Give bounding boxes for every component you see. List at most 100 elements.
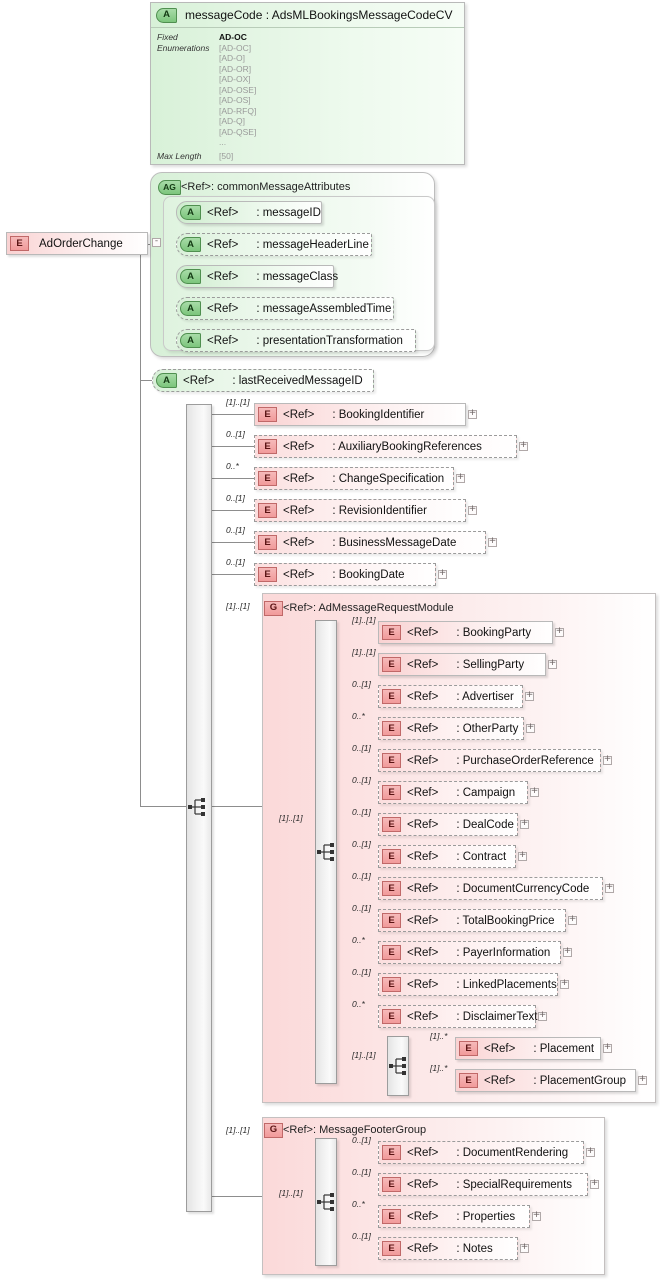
node-ref-label: <Ref> [407, 978, 439, 991]
element-Properties[interactable]: E <Ref>: Properties [378, 1205, 530, 1228]
footer-group-header[interactable]: G <Ref> : MessageFooterGroup [264, 1120, 426, 1140]
element-DocumentCurrencyCode[interactable]: E <Ref>: DocumentCurrencyCode [378, 877, 603, 900]
node-name-label: : BookingIdentifier [332, 408, 425, 421]
element-badge-icon: E [258, 407, 277, 422]
node-name-label: : messageAssembledTime [256, 302, 392, 315]
node-name-label: : ChangeSpecification [332, 472, 445, 485]
expand-toggle[interactable]: + [519, 440, 528, 451]
connector-line [212, 1196, 262, 1197]
expand-toggle[interactable]: + [603, 1042, 612, 1053]
expand-toggle[interactable]: + [488, 536, 497, 547]
node-ref-label: <Ref> [283, 408, 315, 421]
facet-row: [AD-OSE] [151, 85, 464, 96]
element-SellingParty[interactable]: E <Ref>: SellingParty [378, 653, 546, 676]
expand-toggle[interactable]: + [530, 786, 539, 797]
facet-key [151, 137, 219, 148]
group-badge-icon: G [264, 600, 283, 616]
node-name-label: : Properties [456, 1210, 516, 1223]
element-Contract[interactable]: E <Ref>: Contract [378, 845, 516, 868]
cardinality-label: 0..[1] [352, 743, 371, 753]
node-name-label: : Advertiser [456, 690, 514, 703]
element-BusinessMessageDate[interactable]: E <Ref>: BusinessMessageDate [254, 531, 486, 554]
expand-toggle[interactable]: + [548, 658, 557, 669]
node-name-label: : BookingParty [456, 626, 532, 639]
request-module-ref: <Ref> [283, 602, 313, 614]
expand-toggle[interactable]: + [590, 1178, 599, 1189]
element-badge-icon: E [382, 657, 401, 672]
cardinality-label: 0..[1] [352, 903, 371, 913]
expand-toggle[interactable]: + [518, 850, 527, 861]
attribute-badge-icon: A [180, 205, 201, 220]
element-PlacementGroup[interactable]: E <Ref>: PlacementGroup [455, 1069, 636, 1092]
expand-toggle[interactable]: + [586, 1146, 595, 1157]
node-ref-label: <Ref> [207, 270, 239, 283]
element-badge-icon: E [258, 503, 277, 518]
attribute-group-name: : commonMessageAttributes [210, 181, 351, 193]
element-DealCode[interactable]: E <Ref>: DealCode [378, 813, 518, 836]
expand-toggle[interactable]: + [525, 690, 534, 701]
expand-toggle[interactable]: + [568, 914, 577, 925]
element-Campaign[interactable]: E <Ref>: Campaign [378, 781, 528, 804]
expand-toggle[interactable]: + [456, 472, 465, 483]
node-ref-label: <Ref> [207, 302, 239, 315]
root-element-label: AdOrderChange [39, 237, 123, 250]
node-name-label: : DocumentCurrencyCode [456, 882, 590, 895]
element-RevisionIdentifier[interactable]: E <Ref>: RevisionIdentifier [254, 499, 466, 522]
expand-toggle[interactable]: + [438, 568, 447, 579]
element-BookingDate[interactable]: E <Ref>: BookingDate [254, 563, 436, 586]
attribute-messageID[interactable]: A <Ref>: messageID [176, 201, 322, 224]
root-collapse-toggle[interactable]: - [152, 237, 161, 247]
attribute-lastReceivedMessageID[interactable]: A <Ref>: lastReceivedMessageID [152, 369, 374, 392]
element-SpecialRequirements[interactable]: E <Ref>: SpecialRequirements [378, 1173, 588, 1196]
expand-toggle[interactable]: + [526, 722, 535, 733]
node-ref-label: <Ref> [484, 1042, 516, 1055]
node-ref-label: <Ref> [207, 206, 239, 219]
attribute-presentationTransformation[interactable]: A <Ref>: presentationTransformation [176, 329, 416, 352]
expand-toggle[interactable]: + [603, 754, 612, 765]
expand-toggle[interactable]: + [563, 946, 572, 957]
element-OtherParty[interactable]: E <Ref>: OtherParty [378, 717, 524, 740]
expand-toggle[interactable]: + [520, 1242, 529, 1253]
element-DocumentRendering[interactable]: E <Ref>: DocumentRendering [378, 1141, 584, 1164]
attribute-messageClass[interactable]: A <Ref>: messageClass [176, 265, 338, 288]
node-name-label: : Placement [533, 1042, 595, 1055]
cardinality-label: 0..[1] [352, 807, 371, 817]
element-ChangeSpecification[interactable]: E <Ref>: ChangeSpecification [254, 467, 454, 490]
node-ref-label: <Ref> [183, 374, 215, 387]
element-Placement[interactable]: E <Ref>: Placement [455, 1037, 601, 1060]
element-Notes[interactable]: E <Ref>: Notes [378, 1237, 518, 1260]
element-BookingParty[interactable]: E <Ref>: BookingParty [378, 621, 553, 644]
facet-value: ... [219, 137, 227, 147]
expand-toggle[interactable]: + [605, 882, 614, 893]
expand-toggle[interactable]: + [638, 1074, 647, 1085]
cardinality-label: 0..[1] [226, 429, 245, 439]
facet-row: [AD-OS] [151, 95, 464, 106]
cardinality-label: [1]..[1] [279, 813, 303, 823]
root-element-AdOrderChange[interactable]: E AdOrderChange [6, 232, 148, 255]
element-badge-icon: E [382, 753, 401, 768]
element-AuxiliaryBookingReferences[interactable]: E <Ref>: AuxiliaryBookingReferences [254, 435, 517, 458]
element-PurchaseOrderReference[interactable]: E <Ref>: PurchaseOrderReference [378, 749, 601, 772]
attribute-messageAssembledTime[interactable]: A <Ref>: messageAssembledTime [176, 297, 394, 320]
attribute-group-header[interactable]: AG <Ref> : commonMessageAttributes [158, 177, 350, 197]
element-DisclaimerText[interactable]: E <Ref>: DisclaimerText [378, 1005, 537, 1028]
element-BookingIdentifier[interactable]: E <Ref> : BookingIdentifier [254, 403, 466, 426]
expand-toggle[interactable]: + [532, 1210, 541, 1221]
attribute-messageHeaderLine[interactable]: A <Ref>: messageHeaderLine [176, 233, 372, 256]
facet-row: ... [151, 137, 464, 148]
expand-toggle[interactable]: + [538, 1010, 547, 1021]
expand-toggle[interactable]: + [468, 408, 477, 419]
connector-line [212, 446, 254, 447]
element-LinkedPlacements[interactable]: E <Ref>: LinkedPlacements [378, 973, 558, 996]
request-module-header[interactable]: G <Ref> : AdMessageRequestModule [264, 598, 454, 618]
node-name-label: : AuxiliaryBookingReferences [332, 440, 482, 453]
element-Advertiser[interactable]: E <Ref>: Advertiser [378, 685, 523, 708]
expand-toggle[interactable]: + [555, 626, 564, 637]
sequence-compositor-icon-request [317, 842, 339, 862]
element-TotalBookingPrice[interactable]: E <Ref>: TotalBookingPrice [378, 909, 566, 932]
element-PayerInformation[interactable]: E <Ref>: PayerInformation [378, 941, 561, 964]
expand-toggle[interactable]: + [560, 978, 569, 989]
element-badge-icon: E [382, 913, 401, 928]
expand-toggle[interactable]: + [468, 504, 477, 515]
expand-toggle[interactable]: + [520, 818, 529, 829]
